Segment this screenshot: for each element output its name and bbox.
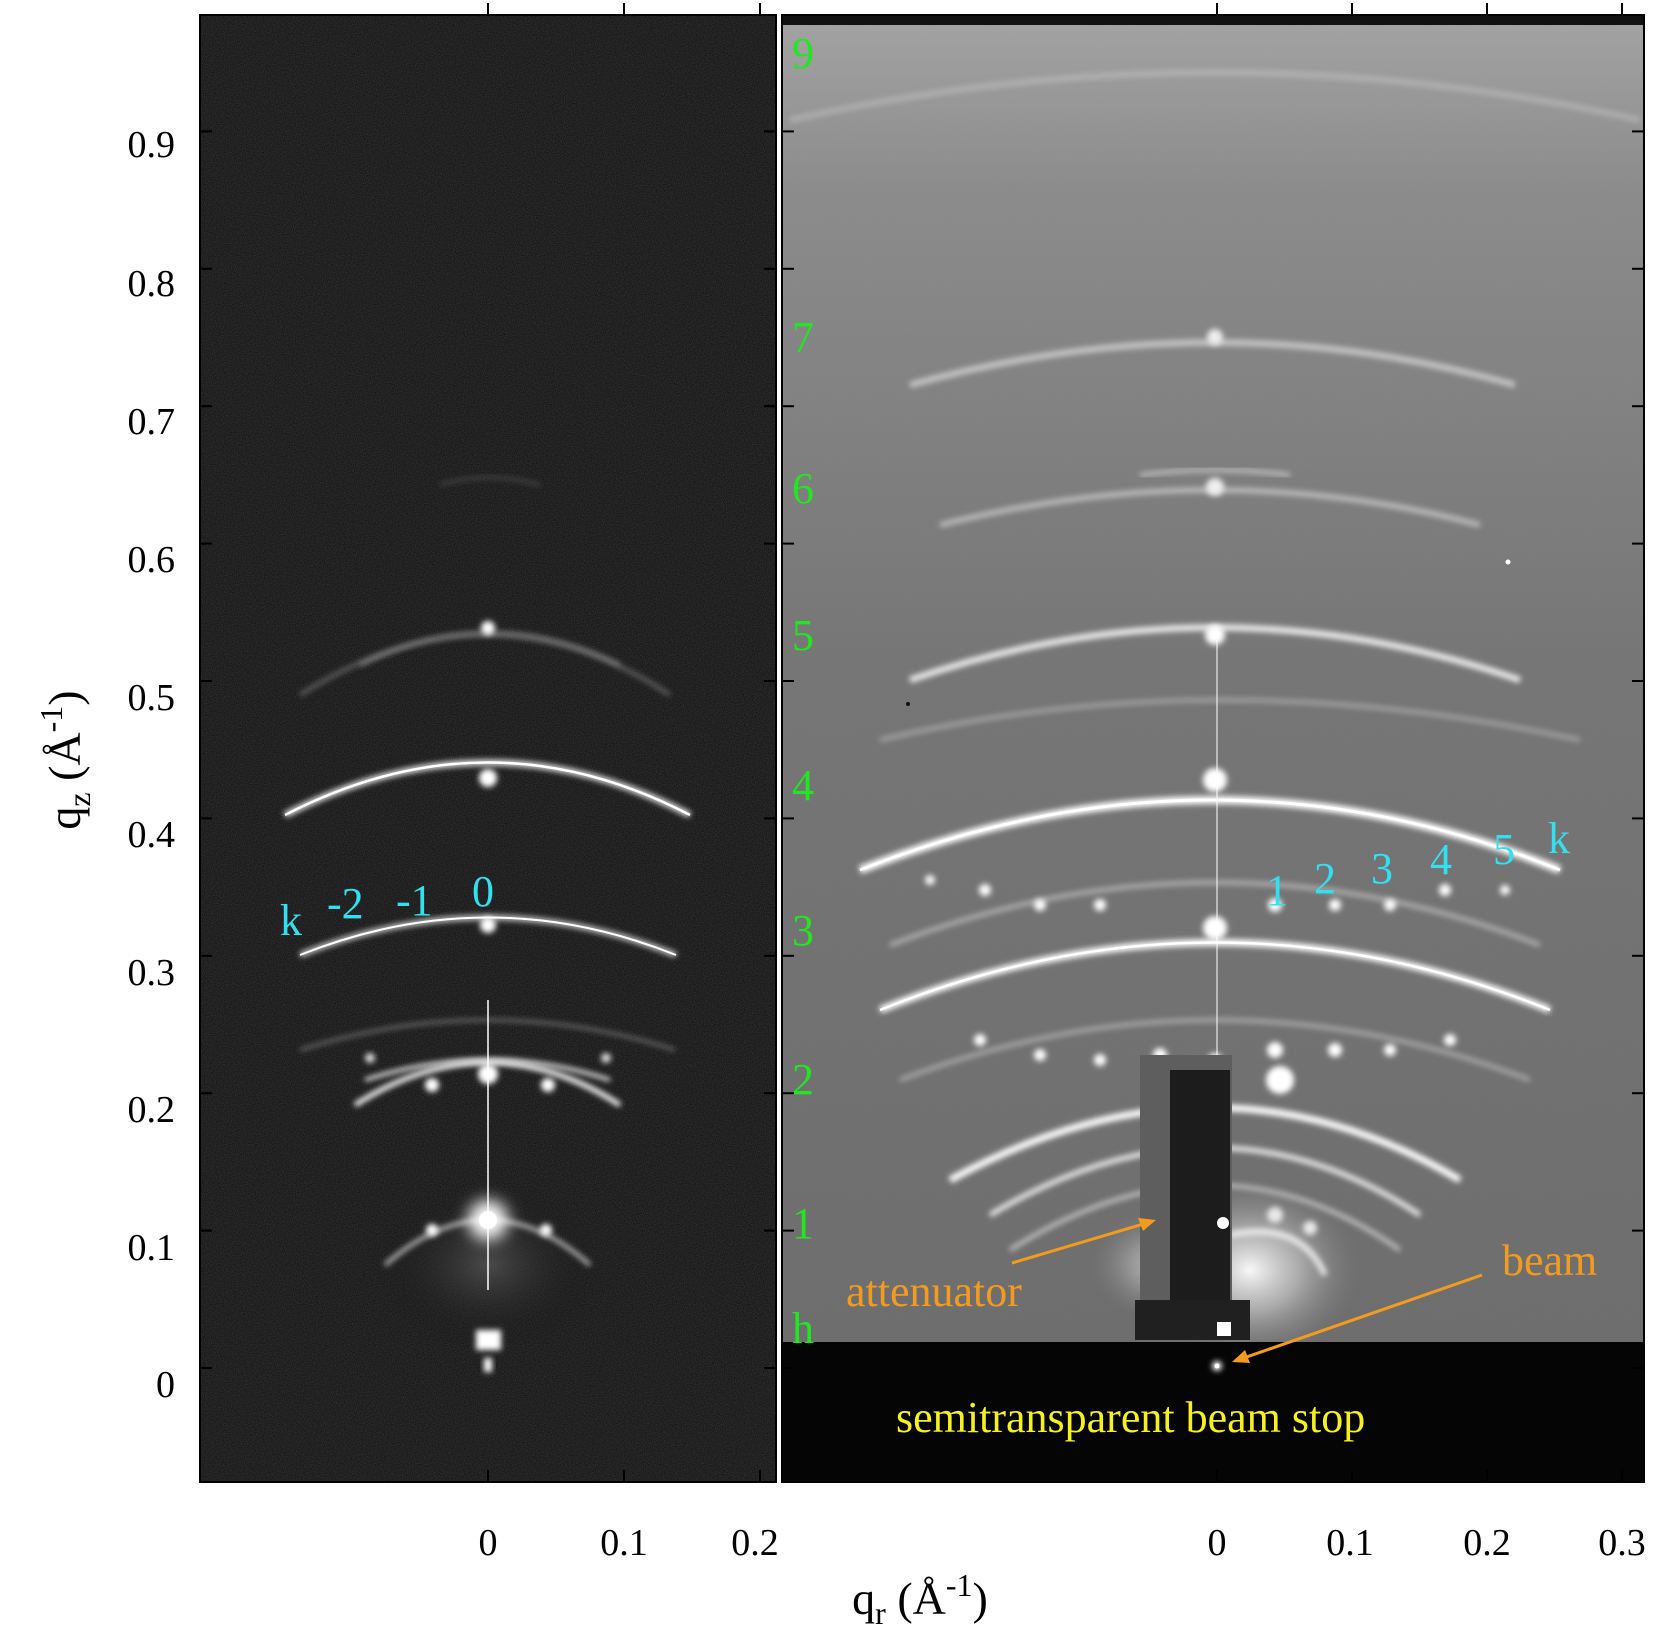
y-tick-label-0.7: 0.7 [128,401,176,443]
annotation-beam: beam [1502,1236,1597,1285]
left-order-label-minus1: -1 [396,876,433,925]
h-label-2: 2 [792,1055,814,1104]
left-detector-image [200,15,776,1482]
annotation-attenuator: attenuator [846,1267,1022,1316]
right-k-labels: 1 2 3 4 5 k [1266,814,1570,915]
annotation-beam-stop: semitransparent beam stop [896,1393,1365,1442]
y-tick-label-0.8: 0.8 [128,263,176,305]
attenuator-arrow-line [1011,1220,1151,1265]
y-tick-label-0.3: 0.3 [128,952,176,994]
y-tick-label-0.9: 0.9 [128,124,176,166]
x-tick-label-left-0: 0 [479,1522,498,1564]
y-tick-label-0.1: 0.1 [128,1227,176,1269]
x-tick-label-right-0.3: 0.3 [1598,1522,1646,1564]
right-detector-image [782,15,1644,1482]
y-tick-label-0.4: 0.4 [128,814,176,856]
k-label-1: 1 [1266,866,1288,915]
beam-arrow-head [1232,1350,1250,1363]
h-label-h: h [792,1304,814,1353]
h-label-4: 4 [792,761,814,810]
y-tick-label-0.2: 0.2 [128,1089,176,1131]
h-label-3: 3 [792,906,814,955]
beam-arrow-line [1237,1273,1483,1362]
x-axis: 0 0.1 0.2 0 0.1 0.2 0.3 [479,3,1646,1564]
k-label-5: 5 [1493,825,1515,874]
y-axis: 0.9 0.8 0.7 0.6 0.5 0.4 0.3 0.2 0.1 0 [128,124,1644,1406]
left-order-labels: k -2 -1 0 [280,867,494,945]
h-label-9: 9 [792,29,814,78]
y-tick-label-0: 0 [156,1364,175,1406]
right-panel-frame [781,14,1645,1483]
h-label-1: 1 [792,1199,814,1248]
h-label-5: 5 [792,611,814,660]
h-label-7: 7 [792,313,814,362]
h-label-6: 6 [792,464,814,513]
left-order-label-k: k [280,896,302,945]
x-tick-label-right-0.2: 0.2 [1463,1522,1511,1564]
x-axis-title: qr (Å-1) [852,1567,988,1631]
k-label-k: k [1548,814,1570,863]
right-h-labels: 9 7 6 5 4 3 2 1 h [792,29,814,1353]
y-tick-label-0.5: 0.5 [128,677,176,719]
k-label-4: 4 [1430,835,1452,884]
y-tick-label-0.6: 0.6 [128,539,176,581]
x-tick-label-right-0: 0 [1208,1522,1227,1564]
x-tick-label-left-0.1: 0.1 [600,1522,648,1564]
y-axis-title: qz (Å-1) [33,690,97,829]
k-label-3: 3 [1371,844,1393,893]
k-label-2: 2 [1314,854,1336,903]
right-annotations: attenuator beam semitransparent beam sto… [846,1218,1597,1442]
left-order-label-minus2: -2 [327,879,364,928]
attenuator-arrow-head [1138,1218,1156,1231]
x-tick-label-right-0.1: 0.1 [1326,1522,1374,1564]
x-tick-label-left-0.2: 0.2 [731,1522,779,1564]
left-order-label-0: 0 [472,867,494,916]
